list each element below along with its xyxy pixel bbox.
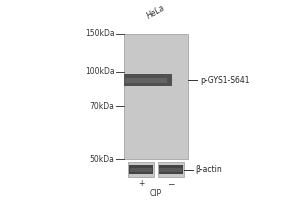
Text: CIP: CIP xyxy=(150,189,162,198)
Text: −: − xyxy=(167,179,175,188)
Text: HeLa: HeLa xyxy=(145,3,166,21)
Text: 70kDa: 70kDa xyxy=(90,102,115,111)
Bar xyxy=(124,34,188,159)
Text: p-GYS1-S641: p-GYS1-S641 xyxy=(200,76,250,85)
Bar xyxy=(158,162,184,177)
Text: 50kDa: 50kDa xyxy=(90,155,115,164)
Text: 100kDa: 100kDa xyxy=(85,67,115,76)
Text: 150kDa: 150kDa xyxy=(85,29,115,38)
Bar xyxy=(125,78,167,83)
Bar xyxy=(128,162,154,177)
Bar xyxy=(159,165,183,174)
Bar xyxy=(130,168,152,172)
Bar xyxy=(159,168,182,172)
Bar xyxy=(129,165,153,174)
Text: +: + xyxy=(138,179,144,188)
Bar xyxy=(124,74,172,86)
Text: β-actin: β-actin xyxy=(196,165,222,174)
